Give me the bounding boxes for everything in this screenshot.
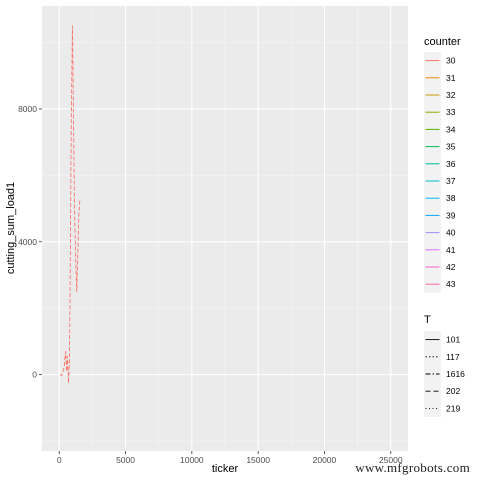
legend-counter-label: 34 (446, 124, 456, 134)
y-tick-label: 8000 (18, 104, 37, 114)
series-layer (59, 25, 81, 384)
legend-counter-label: 37 (446, 176, 456, 186)
y-axis-title: cutting_sum_load1 (5, 182, 17, 274)
series-line-counter-30 (59, 25, 81, 384)
legend-t-label: 101 (446, 335, 460, 345)
legend-t-label: 219 (446, 403, 460, 413)
x-tick-label: 5000 (116, 455, 135, 465)
legend-counter-label: 30 (446, 56, 456, 66)
legend-counter-label: 33 (446, 107, 456, 117)
legend-counter-label: 32 (446, 90, 456, 100)
legend-t-label: 117 (446, 352, 460, 362)
legend-counter-label: 36 (446, 159, 456, 169)
legend-counter-label: 31 (446, 73, 456, 83)
legend-t-label: 1616 (446, 369, 465, 379)
legend-counter-label: 43 (446, 279, 456, 289)
grid-minor (42, 6, 408, 451)
x-tick-label: 25000 (379, 455, 403, 465)
x-axis: 0 5000 10000 15000 20000 25000 (57, 451, 403, 465)
y-tick-label: 0 (32, 370, 37, 380)
legend-t-key (424, 382, 441, 400)
legend-counter-label: 39 (446, 210, 456, 220)
grid-major (42, 6, 408, 451)
legend-counter-label: 41 (446, 245, 456, 255)
x-tick-label: 15000 (246, 455, 270, 465)
legend-counter-label: 40 (446, 228, 456, 238)
legend-counter-label: 42 (446, 262, 456, 272)
legend-t-label: 202 (446, 386, 460, 396)
x-tick-label: 0 (57, 455, 62, 465)
legend-t: T 101 117 1616 202 219 (424, 314, 465, 417)
x-tick-label: 10000 (180, 455, 204, 465)
y-tick-label: 4000 (18, 237, 37, 247)
watermark-text: www.mfgrobots.com (355, 460, 470, 475)
legend-counter-title: counter (424, 36, 461, 48)
x-axis-title: ticker (212, 463, 239, 475)
legend-counter-label: 35 (446, 142, 456, 152)
legend-counter: counter 30 31 32 33 34 35 36 37 38 39 40 41 42 43 (424, 36, 461, 293)
y-axis: 0 4000 8000 (18, 104, 42, 380)
legend-counter-label: 38 (446, 193, 456, 203)
legend-t-title: T (424, 314, 431, 326)
x-tick-label: 20000 (313, 455, 337, 465)
